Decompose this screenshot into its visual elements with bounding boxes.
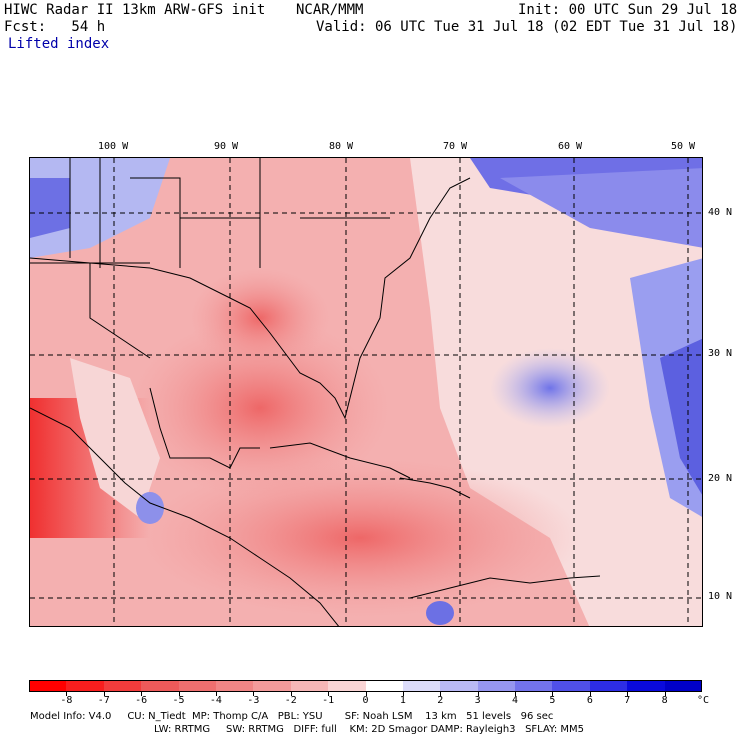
- colorbar-tick-label: 6: [586, 695, 593, 706]
- colorbar-tick-label: -1: [322, 695, 335, 706]
- mexico-blue-spot: [136, 492, 164, 524]
- colorbar-tick-label: 7: [624, 695, 631, 706]
- colorbar-tick: [290, 692, 292, 696]
- colorbar-swatch: [440, 680, 479, 692]
- venezuela-blue-spot: [426, 601, 454, 625]
- colorbar-tick-label: -2: [284, 695, 297, 706]
- lat-label: 30 N: [708, 348, 733, 359]
- colorbar-tick-label: 0: [362, 695, 369, 706]
- colorbar-tick: [664, 692, 666, 696]
- lat-label: 10 N: [708, 591, 733, 602]
- lon-label: 90 W: [214, 141, 239, 152]
- colorbar-tick: [589, 692, 591, 696]
- valid-time: Valid: 06 UTC Tue 31 Jul 18 (02 EDT Tue …: [316, 19, 738, 35]
- colorbar-tick-label: -4: [209, 695, 222, 706]
- southeast-unstable: [190, 268, 330, 368]
- e-blue-core: [660, 338, 702, 495]
- colorbar-swatch: [29, 680, 67, 692]
- colorbar-tick: [103, 692, 105, 696]
- colorbar-swatch: [178, 680, 217, 692]
- map-canvas: [30, 158, 702, 626]
- colorbar-tick-label: 2: [437, 695, 444, 706]
- colorbar-swatch: [589, 680, 628, 692]
- lon-label: 70 W: [443, 141, 468, 152]
- colorbar-tick: [178, 692, 180, 696]
- colorbar-swatch: [477, 680, 516, 692]
- colorbar-tick: [66, 692, 68, 696]
- init-time: Init: 00 UTC Sun 29 Jul 18: [518, 2, 738, 18]
- mexico-plateau: [70, 358, 160, 518]
- model-info-line1: Model Info: V4.0 CU: N_Tiedt MP: Thomp C…: [30, 711, 554, 722]
- colorbar-tick: [141, 692, 143, 696]
- colorbar-swatch: [328, 680, 366, 692]
- colorbar-tick: [477, 692, 479, 696]
- colorbar-tick-label: 1: [399, 695, 406, 706]
- field-name: Lifted index: [8, 36, 110, 52]
- model-info-line2: LW: RRTMG SW: RRTMG DIFF: full KM: 2D Sm…: [154, 724, 584, 735]
- colorbar-swatch: [253, 680, 292, 692]
- nw-blue-core: [30, 178, 70, 238]
- colorbar-swatch: [66, 680, 105, 692]
- colorbar-swatch: [141, 680, 180, 692]
- colorbar-tick: [627, 692, 629, 696]
- lat-label: 20 N: [708, 473, 733, 484]
- lon-label: 100 W: [98, 141, 129, 152]
- colorbar-frame: [29, 680, 702, 692]
- colorbar-tick-label: 5: [549, 695, 556, 706]
- colorbar-tick: [515, 692, 517, 696]
- caribbean-unstable: [140, 458, 580, 618]
- colorbar-tick-label: 8: [661, 695, 668, 706]
- model-title: HIWC Radar II 13km ARW-GFS init: [4, 2, 266, 18]
- colorbar-swatch: [215, 680, 254, 692]
- colorbar-tick: [215, 692, 217, 696]
- lon-label: 50 W: [671, 141, 696, 152]
- colorbar-tick: [440, 692, 442, 696]
- lat-label: 40 N: [708, 207, 733, 218]
- forecast-hour: Fcst: 54 h: [4, 19, 106, 35]
- colorbar-tick: [552, 692, 554, 696]
- colorbar-tick-label: -7: [97, 695, 110, 706]
- colorbar-tick-label: 4: [512, 695, 519, 706]
- blue-patch: [490, 348, 610, 428]
- colorbar-tick-label: 3: [474, 695, 481, 706]
- colorbar-swatch: [402, 680, 441, 692]
- gulf-unstable: [130, 318, 390, 498]
- lon-label: 80 W: [329, 141, 354, 152]
- colorbar-tick: [253, 692, 255, 696]
- colorbar-tick: [402, 692, 404, 696]
- colorbar-swatch: [290, 680, 329, 692]
- colorbar-swatch: [103, 680, 142, 692]
- colorbar-tick-label: -3: [247, 695, 260, 706]
- colorbar-swatch: [515, 680, 553, 692]
- colorbar-swatch: [627, 680, 666, 692]
- colorbar-tick-label: -8: [60, 695, 73, 706]
- institution: NCAR/MMM: [296, 2, 364, 18]
- colorbar-swatch: [664, 680, 703, 692]
- colorbar-unit: °C: [697, 695, 710, 706]
- colorbar-tick-label: -5: [172, 695, 185, 706]
- lifted-index-map: [29, 157, 703, 627]
- colorbar-tick-label: -6: [135, 695, 148, 706]
- colorbar-swatch: [552, 680, 591, 692]
- colorbar-swatch: [365, 680, 404, 692]
- graticule: [30, 158, 702, 626]
- colorbar-tick: [365, 692, 367, 696]
- lon-label: 60 W: [558, 141, 583, 152]
- colorbar-tick: [328, 692, 330, 696]
- ne-blue-region-2: [500, 168, 702, 248]
